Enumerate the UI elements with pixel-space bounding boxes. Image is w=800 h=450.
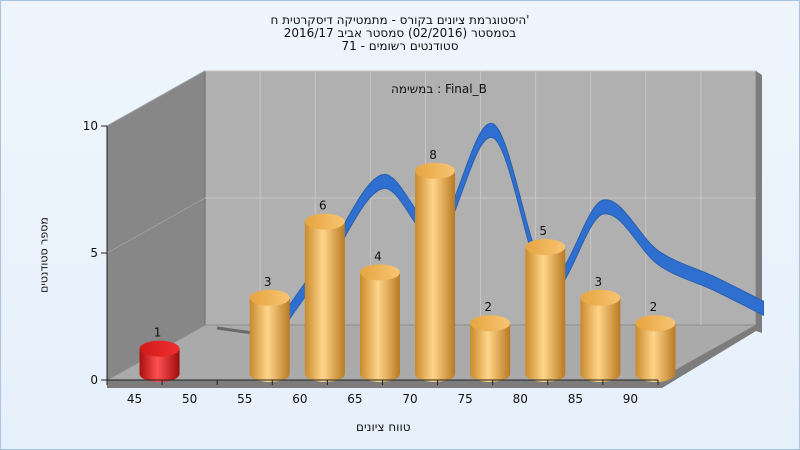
- bar-top: [415, 162, 456, 179]
- bar-body: [415, 170, 456, 382]
- bar-body: [359, 272, 400, 382]
- bar-value-label: 5: [539, 224, 547, 238]
- bar: 3: [580, 275, 621, 382]
- bar-top: [139, 340, 180, 357]
- bar: 4: [359, 249, 400, 382]
- bar-value-label: 1: [154, 326, 162, 340]
- bar: 2: [470, 300, 511, 382]
- y-tick-label: 5: [90, 246, 98, 260]
- title-line-3: סטודנטים רשומים - 71: [341, 39, 459, 53]
- bar-body: [249, 297, 290, 382]
- bar-body: [139, 348, 180, 382]
- back-wall-edge: [756, 71, 762, 333]
- bar: 2: [635, 300, 676, 382]
- x-tick-label: 45: [127, 392, 142, 406]
- bar-value-label: 2: [650, 300, 658, 314]
- title-line-2: בסמסטר (02/2016) סמסטר אביב 2016/17: [283, 26, 517, 40]
- bar-value-label: 6: [319, 199, 327, 213]
- bar-top: [470, 315, 511, 332]
- bar-value-label: 3: [595, 275, 603, 289]
- bar-top: [635, 315, 676, 332]
- bar: 6: [304, 199, 345, 382]
- x-tick-label: 55: [237, 392, 252, 406]
- bar-value-label: 4: [374, 249, 382, 263]
- bar-body: [525, 247, 566, 382]
- x-axis-label: טווח ציונים: [356, 420, 411, 434]
- bar: 8: [415, 148, 456, 382]
- y-tick-label: 10: [83, 119, 98, 133]
- x-tick-label: 70: [402, 392, 417, 406]
- side-gridline-y: [106, 70, 206, 127]
- bar: 3: [249, 275, 290, 382]
- x-tick-label: 85: [568, 392, 583, 406]
- floor-edge: [107, 325, 756, 388]
- x-tick-label: 60: [292, 392, 307, 406]
- x-tick-label: 50: [182, 392, 197, 406]
- title-line-1: היסטוגרמת ציונים בקורס - מתמטיקה דיסקרטי…: [270, 13, 530, 27]
- bar-top: [359, 264, 400, 281]
- bar-top: [249, 289, 290, 306]
- x-tick-label: 75: [458, 392, 473, 406]
- x-tick-label: 80: [513, 392, 528, 406]
- task-label: במשימה : Final_B: [391, 82, 487, 96]
- bar: 1: [139, 326, 180, 382]
- bar-body: [470, 323, 511, 382]
- bar-body: [635, 323, 676, 382]
- y-tick-label: 0: [90, 373, 98, 387]
- side-gridline-y: [106, 197, 206, 254]
- bar-value-label: 2: [484, 300, 492, 314]
- bar-body: [304, 221, 345, 382]
- bar-value-label: 3: [264, 275, 272, 289]
- bar-value-label: 8: [429, 148, 437, 162]
- y-axis-label: מספר סטודנטים: [37, 217, 51, 293]
- bar-body: [580, 297, 621, 382]
- x-tick-label: 65: [347, 392, 362, 406]
- bar-top: [525, 239, 566, 255]
- x-tick-label: 90: [623, 392, 638, 406]
- bar: 5: [525, 224, 566, 382]
- bar-top: [580, 289, 621, 306]
- bar-top: [304, 213, 345, 230]
